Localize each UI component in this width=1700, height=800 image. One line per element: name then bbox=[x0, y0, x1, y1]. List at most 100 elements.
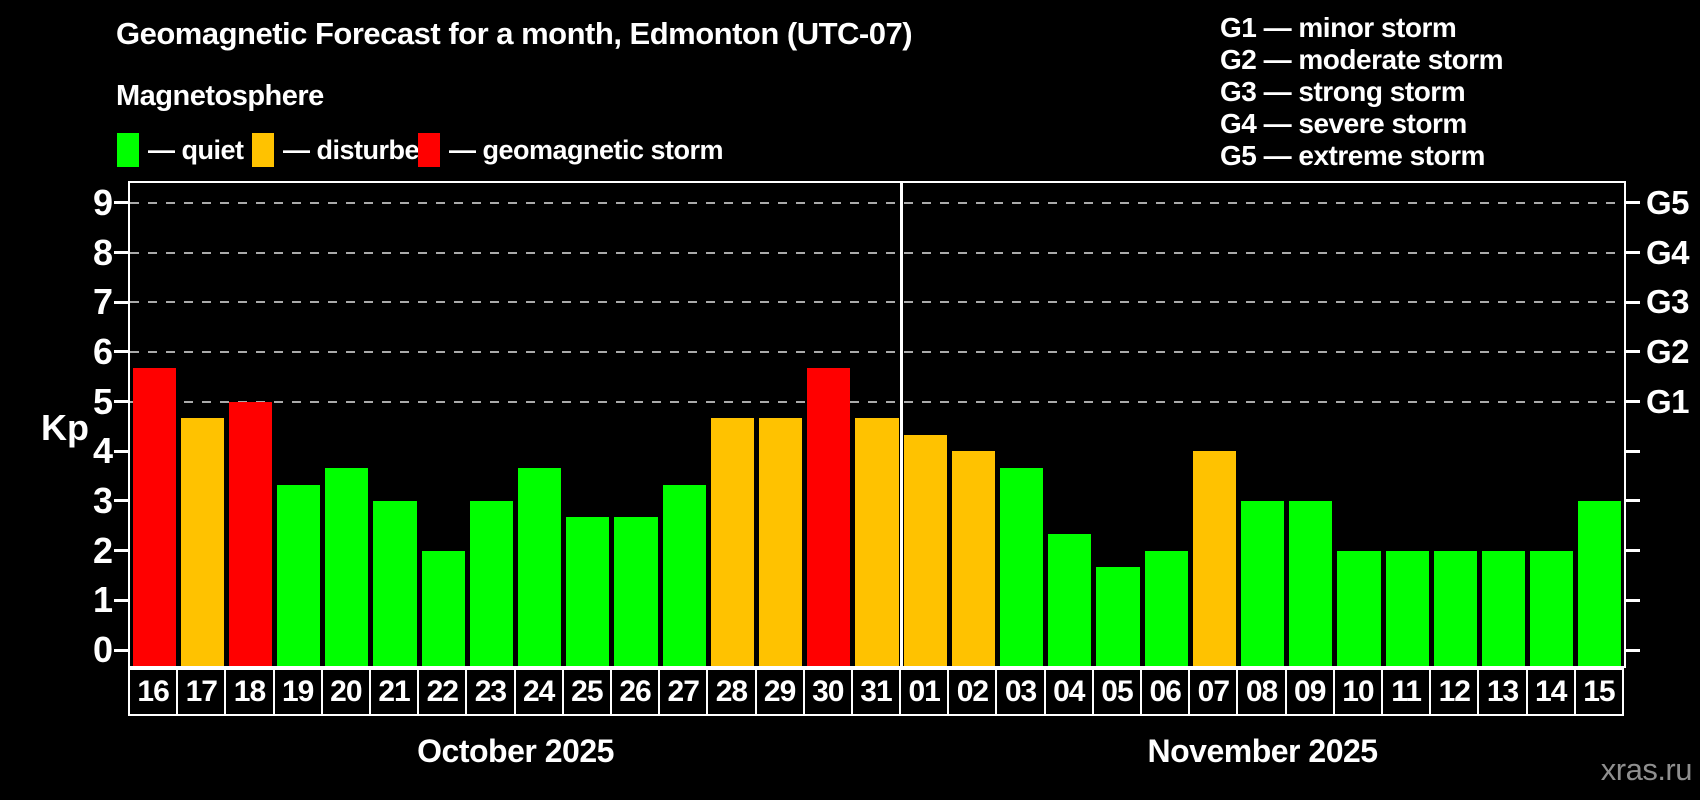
kp-bar-day-06 bbox=[1144, 550, 1188, 666]
right-tick-kp2 bbox=[1626, 549, 1640, 553]
left-tick-kp2 bbox=[114, 549, 128, 553]
day-cell-24: 24 bbox=[513, 668, 564, 716]
grid-line-kp5 bbox=[130, 400, 1624, 403]
day-cell-23: 23 bbox=[465, 668, 516, 716]
g-axis-label-g1: G1 bbox=[1646, 382, 1690, 420]
watermark: xras.ru bbox=[1600, 752, 1693, 787]
g-legend-line-g1: G1 — minor storm bbox=[1220, 12, 1457, 43]
kp-tick-label-9: 9 bbox=[92, 181, 113, 223]
right-tick-kp5 bbox=[1626, 400, 1640, 404]
day-cell-14: 14 bbox=[1525, 668, 1576, 716]
kp-bar-day-03 bbox=[999, 467, 1044, 666]
left-tick-kp1 bbox=[114, 598, 128, 602]
right-tick-kp3 bbox=[1626, 499, 1640, 503]
g-legend-line-g5: G5 — extreme storm bbox=[1220, 140, 1485, 171]
left-tick-kp0 bbox=[114, 648, 128, 652]
day-cell-07: 07 bbox=[1188, 668, 1239, 716]
kp-bar-day-18 bbox=[228, 401, 273, 666]
day-cell-20: 20 bbox=[320, 668, 371, 716]
g-axis-label-g5: G5 bbox=[1646, 183, 1690, 221]
kp-bar-day-01 bbox=[903, 434, 947, 666]
grid-line-kp6 bbox=[130, 350, 1624, 353]
day-cell-06: 06 bbox=[1140, 668, 1191, 716]
day-cell-25: 25 bbox=[561, 668, 612, 716]
day-cell-10: 10 bbox=[1332, 668, 1384, 716]
day-cell-15: 15 bbox=[1573, 668, 1624, 716]
kp-bar-day-16 bbox=[132, 368, 176, 666]
g-legend-line-g2: G2 — moderate storm bbox=[1220, 44, 1504, 75]
day-cell-04: 04 bbox=[1043, 668, 1094, 716]
kp-tick-label-0: 0 bbox=[92, 629, 113, 670]
day-cell-13: 13 bbox=[1477, 668, 1528, 716]
left-tick-kp9 bbox=[114, 201, 128, 205]
legend-item-storm: — geomagnetic storm bbox=[418, 133, 724, 167]
day-cell-02: 02 bbox=[947, 668, 998, 716]
kp-bar-day-10 bbox=[1337, 550, 1381, 666]
kp-bar-day-19 bbox=[277, 484, 321, 666]
day-cell-28: 28 bbox=[706, 668, 757, 716]
kp-bar-day-09 bbox=[1289, 500, 1333, 666]
left-tick-kp7 bbox=[114, 300, 128, 304]
right-tick-kp4 bbox=[1626, 449, 1640, 453]
kp-bar-day-28 bbox=[710, 418, 754, 666]
grid-line-kp7 bbox=[130, 301, 1624, 304]
kp-bar-day-15 bbox=[1578, 500, 1622, 666]
g-axis-label-g3: G3 bbox=[1646, 283, 1690, 321]
kp-tick-label-2: 2 bbox=[92, 529, 113, 571]
day-cell-17: 17 bbox=[176, 668, 227, 716]
kp-bar-day-17 bbox=[180, 418, 224, 666]
kp-bar-day-29 bbox=[759, 418, 803, 666]
kp-bar-day-13 bbox=[1481, 550, 1526, 666]
kp-bar-day-07 bbox=[1192, 451, 1236, 666]
legend-label-disturbed: — disturbed bbox=[283, 134, 436, 165]
g-axis-label-g4: G4 bbox=[1646, 233, 1690, 271]
day-cell-08: 08 bbox=[1236, 668, 1287, 716]
kp-tick-label-1: 1 bbox=[92, 579, 113, 621]
kp-bar-day-30 bbox=[807, 368, 851, 666]
legend-item-quiet: — quiet bbox=[117, 133, 244, 167]
kp-tick-label-7: 7 bbox=[92, 281, 113, 323]
quiet-swatch-icon bbox=[117, 133, 139, 167]
kp-tick-label-4: 4 bbox=[92, 430, 113, 472]
right-tick-kp1 bbox=[1626, 598, 1640, 602]
left-tick-kp3 bbox=[114, 499, 128, 503]
kp-tick-label-5: 5 bbox=[92, 380, 113, 422]
legend-label-storm: — geomagnetic storm bbox=[449, 134, 724, 165]
plot-border-top bbox=[128, 181, 1626, 183]
kp-bar-day-31 bbox=[855, 418, 899, 666]
month-label-october: October 2025 bbox=[417, 733, 614, 769]
day-cell-11: 11 bbox=[1381, 668, 1432, 716]
storm-swatch-icon bbox=[418, 133, 440, 167]
left-tick-kp4 bbox=[114, 449, 128, 453]
day-cell-29: 29 bbox=[754, 668, 805, 716]
right-tick-kp9 bbox=[1626, 201, 1640, 205]
day-cell-12: 12 bbox=[1429, 668, 1480, 716]
kp-axis-label: Kp bbox=[41, 407, 89, 448]
kp-bar-day-21 bbox=[373, 500, 417, 666]
kp-bar-day-05 bbox=[1096, 567, 1140, 666]
plot-border-left bbox=[128, 181, 130, 668]
kp-bar-day-14 bbox=[1530, 550, 1574, 666]
plot-border-right bbox=[1624, 181, 1626, 668]
day-cell-03: 03 bbox=[995, 668, 1046, 716]
day-cell-26: 26 bbox=[609, 668, 661, 716]
kp-bar-day-26 bbox=[614, 517, 658, 666]
kp-tick-label-8: 8 bbox=[92, 231, 113, 273]
kp-bar-day-02 bbox=[951, 451, 995, 666]
right-tick-kp0 bbox=[1626, 648, 1640, 652]
day-cell-21: 21 bbox=[368, 668, 420, 716]
kp-bar-day-27 bbox=[662, 484, 706, 666]
right-tick-kp7 bbox=[1626, 300, 1640, 304]
g-axis-label-g2: G2 bbox=[1646, 332, 1690, 370]
day-cell-31: 31 bbox=[850, 668, 902, 716]
g-legend-line-g4: G4 — severe storm bbox=[1220, 108, 1467, 139]
legend-item-disturbed: — disturbed bbox=[252, 133, 436, 167]
day-cell-09: 09 bbox=[1284, 668, 1335, 716]
kp-bar-day-08 bbox=[1240, 500, 1285, 666]
chart-subtitle: Magnetosphere bbox=[116, 80, 324, 112]
day-cell-19: 19 bbox=[272, 668, 323, 716]
kp-bar-day-25 bbox=[566, 517, 610, 666]
g-scale-legend: G1 — minor storm G2 — moderate storm G3 — … bbox=[1220, 12, 1504, 172]
day-cell-27: 27 bbox=[658, 668, 709, 716]
